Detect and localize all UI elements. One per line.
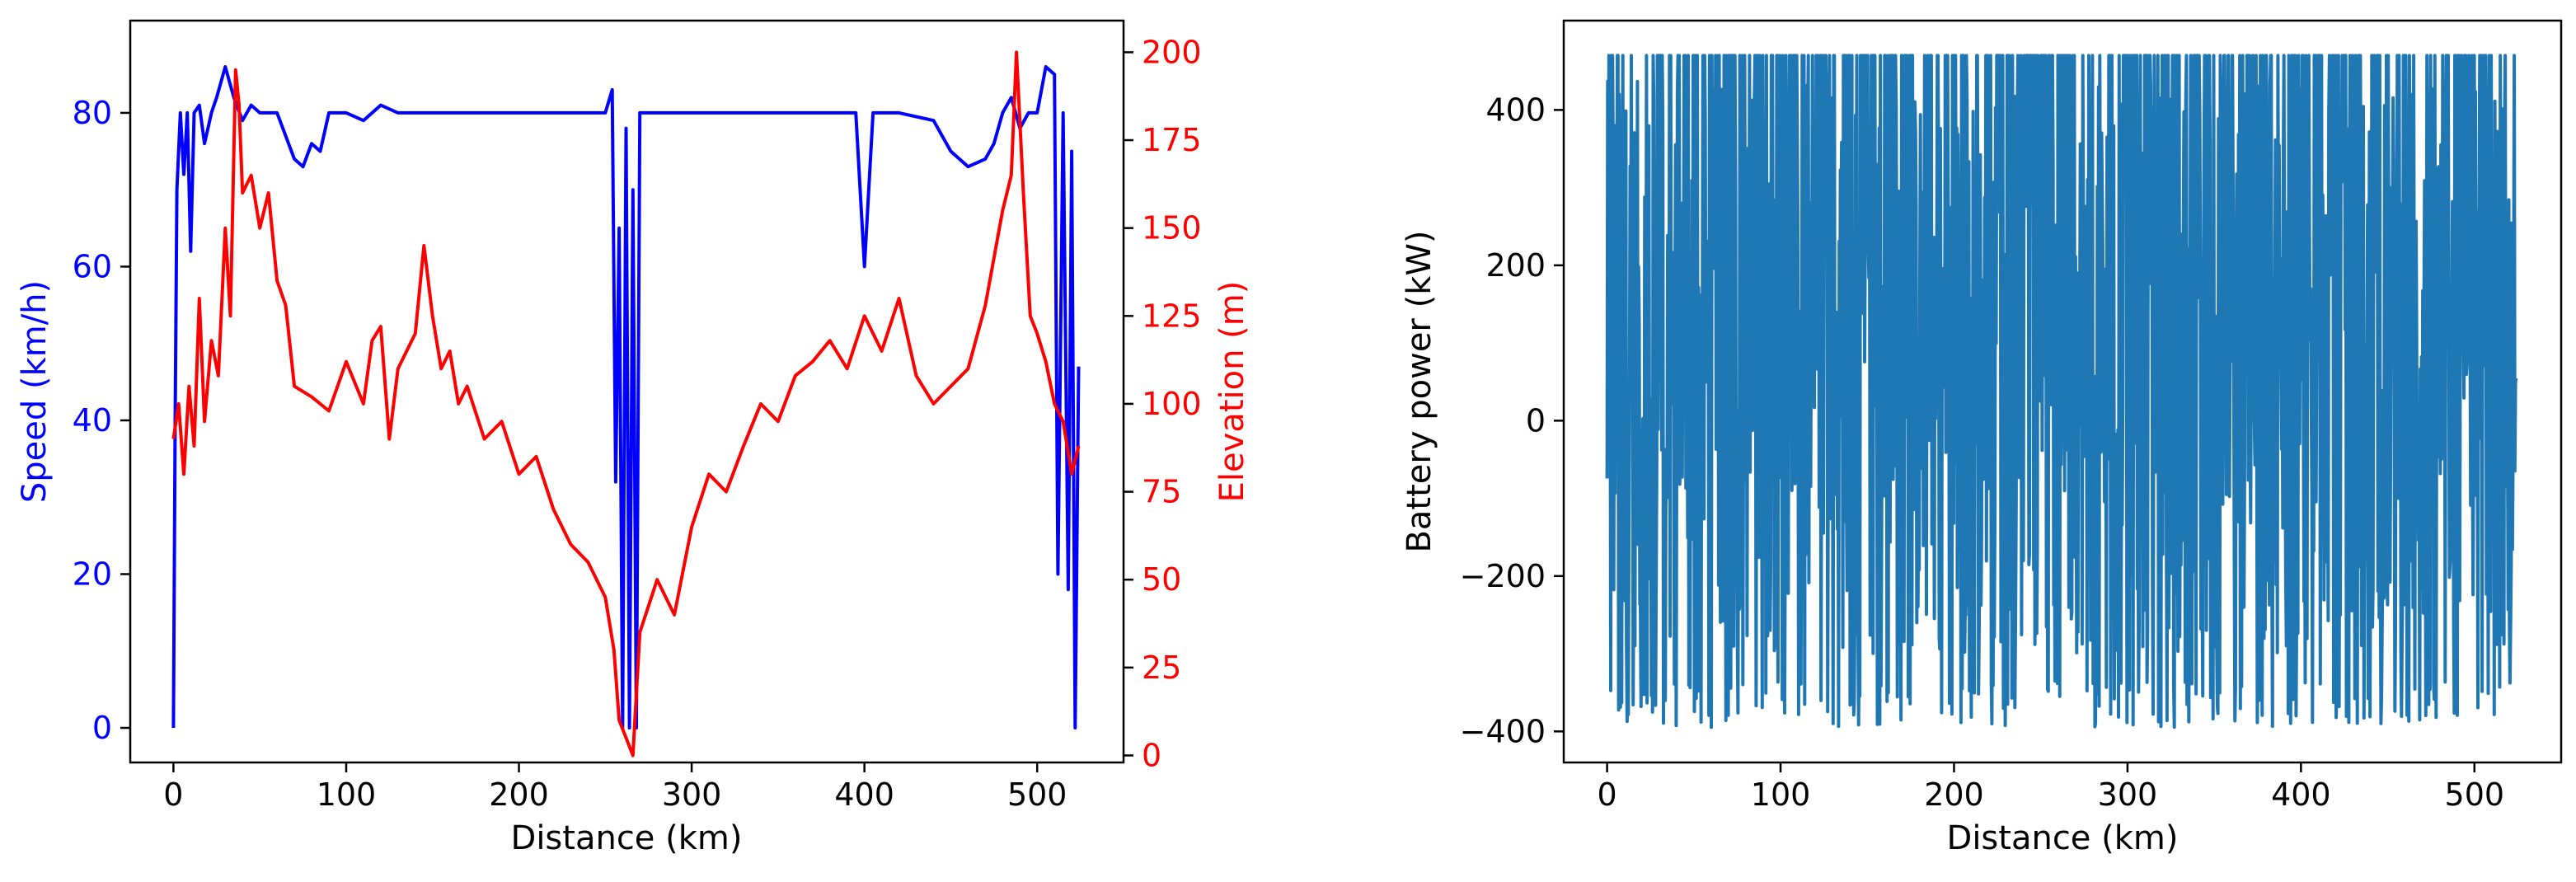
elevation-tick-label: 75 bbox=[1142, 474, 1181, 510]
elevation-tick-label: 175 bbox=[1142, 122, 1202, 158]
x-tick-label: 500 bbox=[2445, 776, 2505, 813]
elevation-tick-label: 0 bbox=[1142, 737, 1161, 773]
speed-line bbox=[171, 65, 1081, 730]
y-tick-label: 400 bbox=[1485, 91, 1546, 128]
speed-tick-label: 20 bbox=[73, 556, 112, 593]
y-tick-label: −400 bbox=[1460, 713, 1546, 749]
elevation-tick-label: 150 bbox=[1142, 210, 1202, 246]
x-tick-label: 200 bbox=[1924, 776, 1984, 813]
elevation-tick-label: 100 bbox=[1142, 386, 1202, 422]
left-x-axis: 0 100 200 300 400 500 bbox=[163, 762, 1067, 813]
speed-elevation-chart: 0 100 200 300 400 500 0 20 40 60 80 0 25 50 75 100 125… bbox=[16, 19, 1251, 857]
x-tick-label: 300 bbox=[662, 776, 722, 813]
right-x-axis: 0 100 200 300 400 500 bbox=[1598, 762, 2505, 813]
elevation-tick-label: 50 bbox=[1142, 561, 1181, 598]
x-tick-label: 100 bbox=[317, 776, 377, 813]
x-tick-label: 100 bbox=[1751, 776, 1811, 813]
right-y-axis-label: Elevation (m) bbox=[1213, 281, 1251, 503]
speed-tick-label: 40 bbox=[73, 402, 112, 439]
battery-y-axis-label: Battery power (kW) bbox=[1401, 230, 1438, 552]
x-tick-label: 300 bbox=[2098, 776, 2158, 813]
elevation-line bbox=[171, 50, 1081, 758]
left-plot-area bbox=[171, 50, 1081, 758]
speed-tick-label: 0 bbox=[92, 710, 112, 746]
x-tick-label: 200 bbox=[489, 776, 549, 813]
battery-power-line bbox=[1605, 54, 2518, 730]
x-tick-label: 400 bbox=[2271, 776, 2331, 813]
left-y-axis-label: Speed (km/h) bbox=[16, 280, 54, 503]
elevation-tick-label: 200 bbox=[1142, 34, 1202, 70]
right-x-axis-label: Distance (km) bbox=[1947, 819, 2179, 857]
speed-tick-label: 60 bbox=[73, 248, 112, 284]
speed-tick-label: 80 bbox=[73, 95, 112, 131]
y-tick-label: 0 bbox=[1526, 402, 1546, 439]
left-plot-frame bbox=[129, 19, 1125, 764]
right-y-axis-elevation: 0 25 50 75 100 125 150 175 200 bbox=[1124, 34, 1202, 773]
y-tick-label: 200 bbox=[1485, 247, 1546, 284]
battery-power-chart: 0 100 200 300 400 500 −400 −200 0 200 400 Distanc… bbox=[1401, 19, 2563, 857]
right-plot-area bbox=[1605, 54, 2518, 730]
left-y-axis-speed: 0 20 40 60 80 bbox=[73, 95, 130, 746]
right-y-axis: −400 −200 0 200 400 bbox=[1460, 91, 1564, 749]
x-tick-label: 400 bbox=[834, 776, 894, 813]
left-x-axis-label: Distance (km) bbox=[511, 819, 743, 857]
x-tick-label: 500 bbox=[1007, 776, 1067, 813]
elevation-tick-label: 25 bbox=[1142, 650, 1181, 686]
right-plot-frame bbox=[1562, 19, 2563, 764]
x-tick-label: 0 bbox=[163, 776, 183, 813]
elevation-tick-label: 125 bbox=[1142, 298, 1202, 334]
y-tick-label: −200 bbox=[1460, 558, 1546, 594]
x-tick-label: 0 bbox=[1598, 776, 1617, 813]
